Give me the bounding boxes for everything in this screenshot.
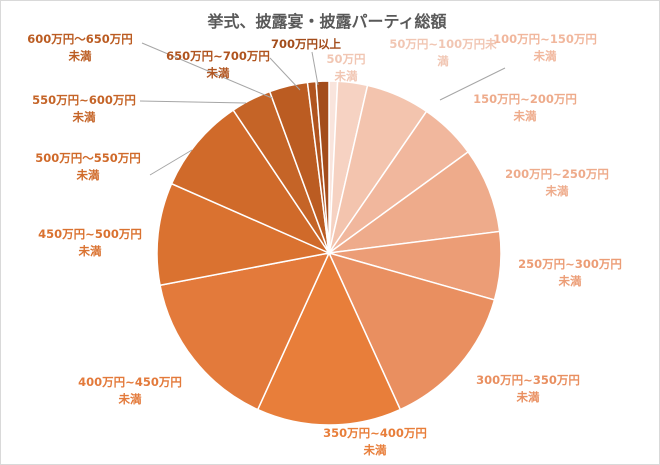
data-label-0: 50万円未満 xyxy=(326,52,365,83)
data-label-7: 350万円~400万円未満 xyxy=(323,426,427,457)
pie-slice-7 xyxy=(256,251,402,426)
data-label-line: 450万円~500万円 xyxy=(38,227,142,241)
data-label-6: 300万円~350万円未満 xyxy=(476,373,580,404)
leader-line-2 xyxy=(439,67,506,101)
data-label-line: 600万円～650万円 xyxy=(27,32,133,46)
data-label-12: 600万円～650万円未満 xyxy=(27,32,133,63)
data-label-14: 700万円以上 xyxy=(271,37,342,51)
data-label-line: 未満 xyxy=(545,184,569,198)
data-label-line: 未満 xyxy=(118,392,142,406)
pie-slice-10 xyxy=(170,109,332,255)
pie-slice-14 xyxy=(315,80,330,254)
data-label-line: 200万円~250万円 xyxy=(505,167,609,181)
data-label-line: 未満 xyxy=(533,49,557,63)
data-label-line: 350万円~400万円 xyxy=(323,426,427,440)
data-label-9: 450万円~500万円未満 xyxy=(38,227,142,258)
leader-line-11 xyxy=(139,100,247,104)
data-label-line: 未満 xyxy=(513,109,537,123)
data-label-line: 50万円 xyxy=(326,52,365,66)
data-label-10: 500万円～550万円未満 xyxy=(35,151,141,182)
data-labels: 50万円未満50万円~100万円未満100万円~150万円未満150万円~200… xyxy=(27,32,622,457)
data-label-line: 150万円~200万円 xyxy=(473,92,577,106)
data-label-line: 700万円以上 xyxy=(271,37,342,51)
data-label-13: 650万円~700万円未満 xyxy=(166,49,270,80)
data-label-8: 400万円~450万円未満 xyxy=(78,375,182,406)
data-label-line: 50万円~100万円未 xyxy=(389,37,497,51)
pie-slice-9 xyxy=(156,182,332,287)
data-label-1: 50万円~100万円未満 xyxy=(389,37,497,68)
data-label-line: 400万円~450万円 xyxy=(78,375,182,389)
data-label-line: 未満 xyxy=(76,168,100,182)
data-label-line: 500万円～550万円 xyxy=(35,151,141,165)
leader-line-14 xyxy=(311,51,319,86)
leader-lines xyxy=(139,42,506,176)
leader-line-13 xyxy=(269,57,301,91)
leader-line-12 xyxy=(141,42,273,99)
leader-line-10 xyxy=(149,149,193,176)
data-label-line: 100万円~150万円 xyxy=(493,32,597,46)
data-label-11: 550万円~600万円未満 xyxy=(32,93,136,124)
data-label-line: 満 xyxy=(437,54,449,68)
data-label-line: 250万円~300万円 xyxy=(518,257,622,271)
data-label-line: 未満 xyxy=(206,66,230,80)
pie-slice-6 xyxy=(327,251,496,411)
data-label-line: 650万円~700万円 xyxy=(166,49,270,63)
data-label-line: 未満 xyxy=(334,69,358,83)
data-label-line: 550万円~600万円 xyxy=(32,93,136,107)
pie-slices xyxy=(156,80,502,426)
pie-slice-8 xyxy=(159,251,331,411)
chart-title: 挙式、披露宴・披露パーティ総額 xyxy=(207,12,446,31)
data-label-line: 未満 xyxy=(516,390,540,404)
data-label-4: 200万円~250万円未満 xyxy=(505,167,609,198)
data-label-line: 未満 xyxy=(558,274,582,288)
data-label-3: 150万円~200万円未満 xyxy=(473,92,577,123)
data-label-line: 未満 xyxy=(68,49,92,63)
data-label-line: 未満 xyxy=(72,110,96,124)
data-label-line: 300万円~350万円 xyxy=(476,373,580,387)
data-label-2: 100万円~150万円未満 xyxy=(493,32,597,63)
data-label-line: 未満 xyxy=(78,244,102,258)
data-label-5: 250万円~300万円未満 xyxy=(518,257,622,288)
data-label-line: 未満 xyxy=(363,443,387,457)
